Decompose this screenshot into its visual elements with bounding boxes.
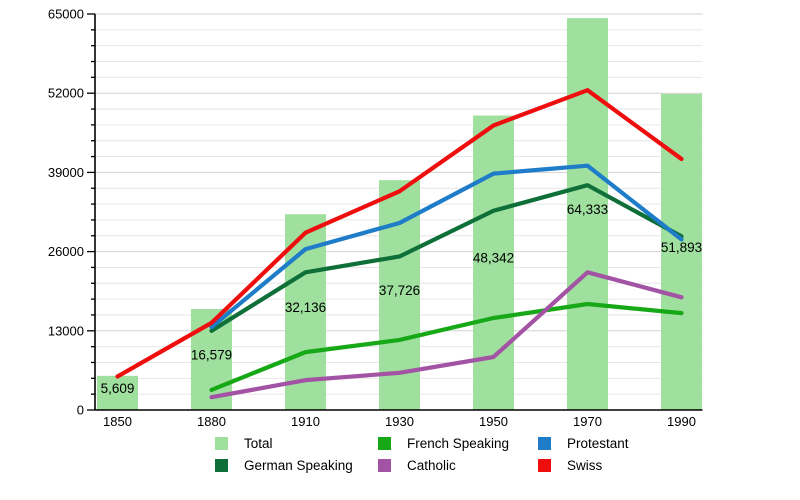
legend-swatch-icon	[215, 436, 228, 450]
line-french-speaking	[209, 301, 684, 392]
y-axis-label: 52000	[48, 86, 84, 101]
legend-item-catholic: Catholic	[378, 454, 538, 476]
y-axis-label: 39000	[48, 165, 84, 180]
x-axis-label: 1930	[385, 414, 414, 429]
bar-value-label: 16,579	[191, 347, 232, 362]
legend-swatch-icon	[378, 458, 391, 472]
y-axis-label: 26000	[48, 244, 84, 259]
legend-label: German Speaking	[244, 457, 353, 473]
x-axis-label: 1990	[667, 414, 696, 429]
tick-labels-group: 0 13000 26000 39000 52000 65000 1850 1880 1910 19…	[48, 7, 696, 430]
bars-group	[97, 18, 702, 411]
bar-value-label: 48,342	[473, 251, 514, 266]
total-bar	[97, 375, 138, 410]
legend-swatch-icon	[215, 458, 228, 472]
x-axis-label: 1850	[103, 414, 132, 429]
axes-group	[87, 13, 703, 411]
lines-group	[115, 88, 684, 400]
legend-item-french-speaking: French Speaking	[378, 432, 538, 454]
x-axis-label: 1970	[573, 414, 602, 429]
bar-value-label: 37,726	[379, 283, 420, 298]
legend-label: Swiss	[567, 457, 603, 473]
legend-label: Catholic	[407, 457, 456, 473]
x-axis-label: 1910	[291, 414, 320, 429]
legend-label: Total	[244, 435, 273, 451]
x-axis-label: 1950	[479, 414, 508, 429]
bar-value-label: 51,893	[661, 240, 702, 255]
line-german-speaking	[209, 183, 684, 333]
legend-item-swiss: Swiss	[538, 454, 629, 476]
legend-swatch-icon	[538, 458, 551, 472]
legend-item-total: Total	[215, 432, 378, 454]
total-bar	[567, 18, 608, 411]
y-axis-label: 13000	[48, 323, 84, 338]
chart-legend: Total French Speaking Protestant German Spe…	[215, 432, 629, 476]
legend-item-protestant: Protestant	[538, 432, 629, 454]
y-axis-label: 0	[77, 403, 84, 418]
legend-swatch-icon	[538, 436, 551, 450]
line-swiss	[115, 88, 684, 379]
line-catholic	[209, 270, 684, 400]
line-protestant	[209, 163, 684, 330]
legend-label: French Speaking	[407, 435, 510, 451]
legend-item-german-speaking: German Speaking	[215, 454, 378, 476]
bar-value-label: 64,333	[567, 202, 608, 217]
x-axis-label: 1880	[197, 414, 226, 429]
legend-swatch-icon	[378, 436, 391, 450]
bar-value-label: 5,609	[101, 381, 135, 396]
bar-value-label: 32,136	[285, 300, 326, 315]
y-axis-label: 65000	[48, 7, 84, 22]
legend-label: Protestant	[567, 435, 629, 451]
bar-labels-group: 5,609 16,579 32,136 37,726 48,342 64,333 51,89…	[101, 202, 703, 396]
